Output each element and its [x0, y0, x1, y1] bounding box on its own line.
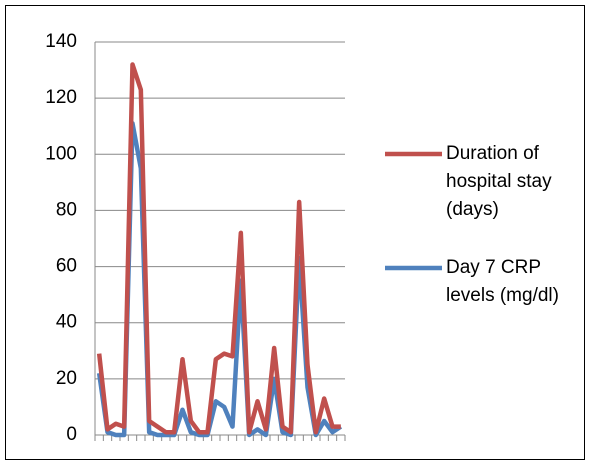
- y-tick-label: 60: [56, 256, 77, 277]
- y-tick-label: 100: [45, 143, 77, 164]
- y-tick-label: 140: [45, 31, 77, 52]
- legend-label: Duration of hospital stay (days): [446, 143, 552, 220]
- y-tick-label: 0: [66, 424, 77, 445]
- y-tick-label: 40: [56, 312, 77, 333]
- legend-label: Day 7 CRP levels (mg/dl): [446, 257, 559, 306]
- y-tick-label: 80: [56, 199, 77, 220]
- y-tick-label: 20: [56, 368, 77, 389]
- series-line: [96, 62, 341, 435]
- series-line: [96, 121, 343, 438]
- border: [5, 5, 585, 460]
- y-tick-label: 120: [45, 87, 77, 108]
